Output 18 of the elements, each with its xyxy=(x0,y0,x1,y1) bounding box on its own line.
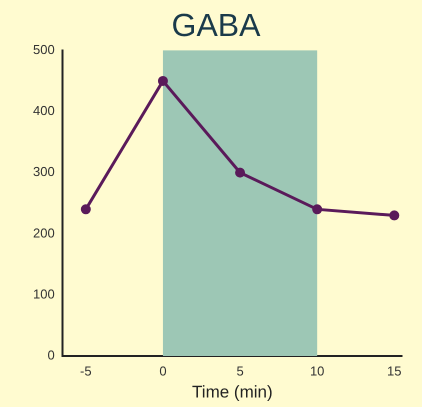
point xyxy=(80,204,91,214)
point xyxy=(158,76,168,86)
x-tick-label: 10 xyxy=(310,363,324,378)
y-tick-label: 100 xyxy=(32,286,55,302)
y-tick-label: 400 xyxy=(32,103,55,118)
y-tick-label: 500 xyxy=(32,42,55,57)
x-tick-label: 5 xyxy=(236,363,244,378)
chart-title: GABA xyxy=(172,7,262,44)
x-tick-label: 0 xyxy=(159,363,167,378)
x-tick-label: 15 xyxy=(387,363,402,378)
x-axis-title: Time (min) xyxy=(192,382,273,402)
y-tick-label: 300 xyxy=(32,164,55,180)
y-tick-label: 200 xyxy=(32,225,55,240)
point xyxy=(312,204,322,214)
point xyxy=(235,168,246,178)
x-tick-label: -5 xyxy=(80,363,92,378)
point xyxy=(389,210,400,220)
y-tick-label: 0 xyxy=(47,348,55,363)
